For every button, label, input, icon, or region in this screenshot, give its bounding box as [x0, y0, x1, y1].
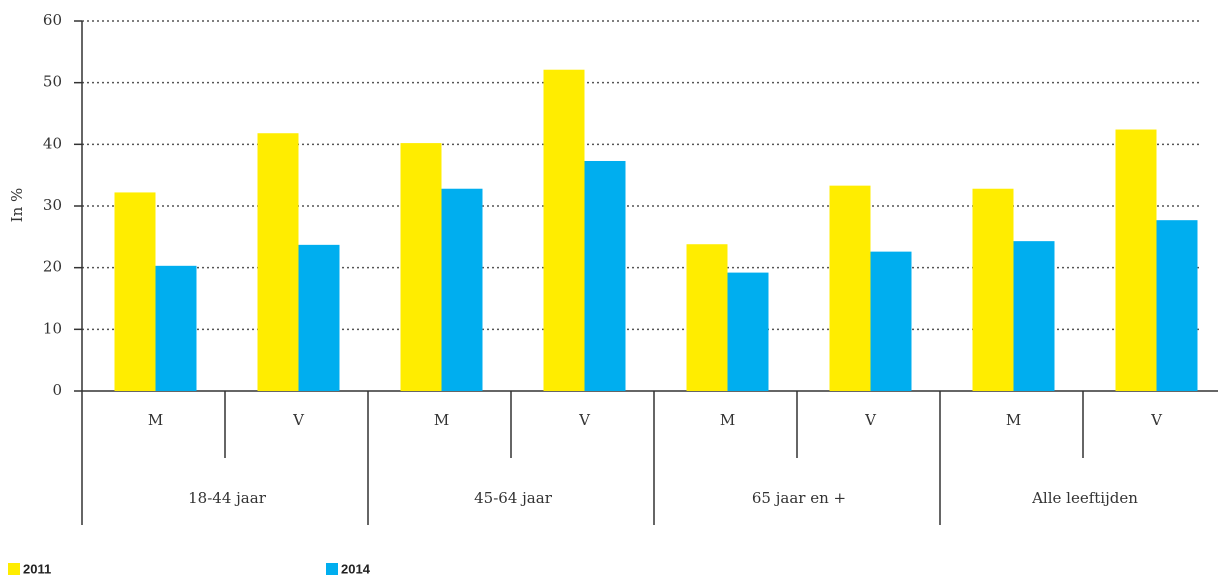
bar [829, 185, 871, 391]
y-tick-label: 0 [52, 381, 62, 399]
group-label: 45-64 jaar [474, 489, 553, 507]
y-tick-label: 20 [43, 258, 62, 276]
bar [257, 133, 299, 391]
x-tick-label: M [720, 411, 735, 429]
bar [686, 244, 728, 391]
legend-swatch [326, 563, 338, 575]
y-axis-label: In % [8, 188, 26, 223]
bar [543, 69, 585, 391]
bar [1013, 241, 1055, 391]
bar [155, 265, 197, 391]
x-tick-label: V [578, 411, 591, 429]
bar [727, 272, 769, 391]
legend: 2011 [23, 561, 51, 576]
x-tick-label: V [864, 411, 877, 429]
bar [972, 188, 1014, 391]
bar [441, 188, 483, 391]
x-tick-label: V [292, 411, 305, 429]
bar [1156, 220, 1198, 391]
group-label: Alle leeftijden [1031, 489, 1138, 507]
group-label: 65 jaar en + [752, 489, 846, 507]
group-label: 18-44 jaar [188, 489, 267, 507]
y-tick-label: 60 [43, 11, 62, 29]
x-tick-label: M [434, 411, 449, 429]
y-tick-label: 50 [43, 73, 62, 91]
x-tick-label: M [1006, 411, 1021, 429]
legend-swatch [8, 563, 20, 575]
bar [298, 244, 340, 391]
y-tick-label: 40 [43, 134, 62, 152]
y-tick-label: 30 [43, 196, 62, 214]
bar [114, 192, 156, 391]
bar [400, 143, 442, 391]
y-tick-label: 10 [43, 319, 62, 337]
bar [870, 251, 912, 391]
bar [584, 160, 626, 391]
bar [1115, 129, 1157, 392]
legend: 2014 [341, 561, 371, 576]
x-tick-label: M [148, 411, 163, 429]
x-tick-label: V [1150, 411, 1163, 429]
